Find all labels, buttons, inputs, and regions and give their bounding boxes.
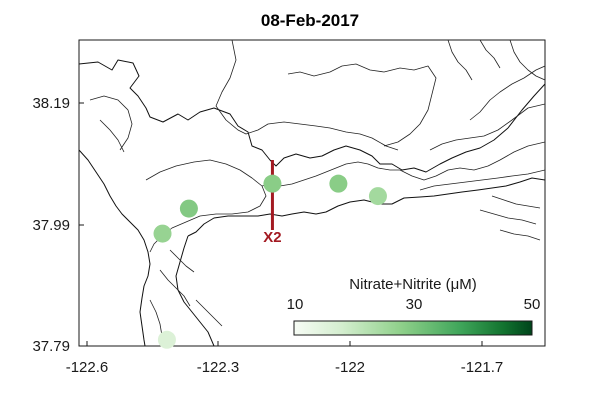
- y-tick: 37.79: [32, 338, 84, 355]
- colorbar-tick-label: 10: [287, 296, 304, 313]
- coastline-layer: [79, 40, 545, 346]
- x2-marker-group: X2: [263, 160, 282, 246]
- x2-label: X2: [263, 229, 281, 246]
- x-tick-label: -122: [335, 359, 365, 376]
- x-tick-label: -121.7: [461, 359, 504, 376]
- station-point: [153, 224, 172, 243]
- north-bay-shoreline: [79, 59, 545, 173]
- delta-channels: [399, 65, 545, 191]
- east-bay-shoreline: [175, 235, 215, 346]
- station-point: [179, 199, 198, 218]
- x-tick: -122: [335, 341, 365, 376]
- y-tick: 37.99: [32, 217, 84, 234]
- station-points: [153, 174, 387, 349]
- south-shore: [187, 177, 545, 237]
- colorbar-gradient: [293, 320, 533, 336]
- station-point: [263, 174, 282, 193]
- x-axis: -122.6 -122.3 -122 -121.7: [66, 341, 504, 376]
- station-point: [368, 187, 387, 206]
- west-shoreline: [79, 149, 151, 346]
- east-delta-marsh: [479, 195, 541, 241]
- x-tick: -122.3: [197, 341, 240, 376]
- colorbar: Nitrate+Nitrite (μM) 10 30 50: [287, 276, 541, 336]
- marin-inlet: [89, 95, 133, 153]
- y-tick: 38.19: [32, 95, 84, 112]
- station-point: [157, 330, 176, 349]
- southern-islands: [149, 249, 223, 337]
- north-rivers: [447, 40, 545, 81]
- x-tick: -122.6: [66, 341, 109, 376]
- y-tick-label: 38.19: [32, 95, 70, 112]
- carquinez-strait: [261, 161, 400, 187]
- colorbar-title: Nitrate+Nitrite (μM): [349, 276, 476, 293]
- y-tick-label: 37.99: [32, 217, 70, 234]
- x-tick-label: -122.3: [197, 359, 240, 376]
- y-axis: 38.19 37.99 37.79: [32, 95, 84, 355]
- map-title: 08-Feb-2017: [261, 11, 359, 30]
- x-tick-label: -122.6: [66, 359, 109, 376]
- suisun-marsh-outline: [215, 40, 437, 151]
- san-pablo-bay: [145, 159, 267, 253]
- station-point: [329, 174, 348, 193]
- colorbar-tick-label: 30: [406, 296, 423, 313]
- x-tick: -121.7: [461, 341, 504, 376]
- colorbar-tick-label: 50: [524, 296, 541, 313]
- y-tick-label: 37.79: [32, 338, 70, 355]
- plot-area: [78, 39, 546, 347]
